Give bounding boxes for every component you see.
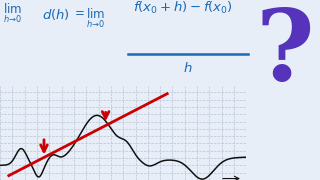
Text: $f(x_0 + h) - f(x_0)$: $f(x_0 + h) - f(x_0)$ <box>133 0 233 16</box>
Text: $= \lim_{h \to 0}$: $= \lim_{h \to 0}$ <box>72 7 106 30</box>
Text: ?: ? <box>256 5 315 102</box>
Text: $\lim_{h \to 0}$: $\lim_{h \to 0}$ <box>3 2 22 25</box>
Text: $h$: $h$ <box>183 61 193 75</box>
Text: $d(h)$: $d(h)$ <box>42 7 69 22</box>
